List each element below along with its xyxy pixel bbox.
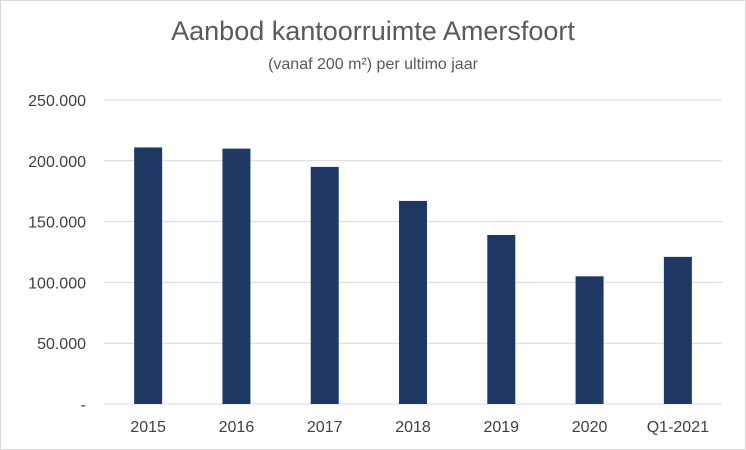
bar-2020 — [575, 276, 604, 404]
y-axis-labels: - 50.000 100.000 150.000 200.000 250.000 — [28, 93, 86, 414]
x-tick-label: 2019 — [483, 419, 519, 436]
chart-title: Aanbod kantoorruimte Amersfoort — [171, 16, 575, 46]
bar-2016 — [222, 148, 251, 404]
y-tick-label: 250.000 — [28, 93, 86, 110]
x-tick-label: 2016 — [219, 419, 255, 436]
bars — [134, 147, 692, 404]
x-tick-label: 2017 — [307, 419, 343, 436]
y-tick-label: 100.000 — [28, 275, 86, 292]
x-tick-label: 2015 — [130, 419, 166, 436]
x-tick-label: 2018 — [395, 419, 431, 436]
x-tick-label: Q1-2021 — [647, 419, 709, 436]
bar-2018 — [399, 200, 427, 404]
x-tick-label: 2020 — [572, 419, 608, 436]
y-tick-label: 200.000 — [28, 154, 86, 171]
bar-2017 — [310, 166, 339, 404]
y-tick-label: 50.000 — [37, 336, 86, 353]
y-tick-label: - — [81, 397, 86, 414]
chart-subtitle: (vanaf 200 m²) per ultimo jaar — [268, 56, 478, 73]
bar-2019 — [487, 234, 516, 404]
bar-Q1-2021 — [663, 256, 692, 404]
bar-2015 — [134, 147, 163, 404]
y-tick-label: 150.000 — [28, 215, 86, 232]
x-axis-labels: 2015 2016 2017 2018 2019 2020 Q1-2021 — [130, 419, 709, 436]
